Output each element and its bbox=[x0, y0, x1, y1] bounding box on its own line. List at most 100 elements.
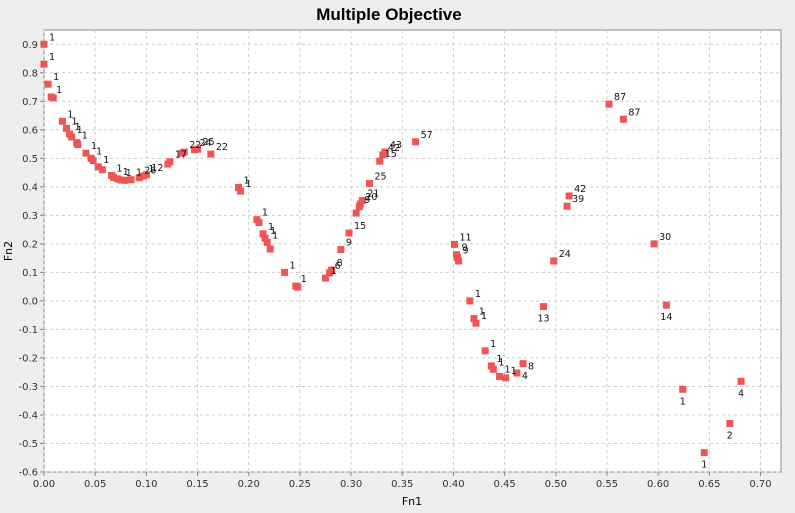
point-label: 1 bbox=[56, 85, 62, 96]
data-point[interactable] bbox=[502, 374, 510, 382]
data-point[interactable] bbox=[266, 245, 274, 253]
data-point[interactable] bbox=[650, 240, 658, 248]
point-label: 22 bbox=[189, 140, 201, 151]
point-label: 17 bbox=[175, 150, 187, 161]
point-label: 8 bbox=[528, 362, 534, 373]
data-point[interactable] bbox=[455, 257, 463, 265]
data-point[interactable] bbox=[726, 420, 734, 428]
data-point[interactable] bbox=[450, 240, 458, 248]
data-point[interactable] bbox=[366, 179, 374, 187]
point-label: 1 bbox=[262, 208, 268, 219]
grid-lines bbox=[43, 30, 781, 473]
y-tick-label: -0.2 bbox=[18, 353, 38, 364]
y-tick-label: 0.5 bbox=[22, 154, 38, 165]
data-point[interactable] bbox=[281, 268, 289, 276]
x-tick-label: 0.25 bbox=[289, 479, 311, 490]
data-point[interactable] bbox=[619, 115, 627, 123]
data-point[interactable] bbox=[565, 192, 573, 200]
data-point[interactable] bbox=[127, 176, 135, 184]
point-label: 1 bbox=[490, 339, 496, 350]
data-point[interactable] bbox=[74, 141, 82, 149]
data-point[interactable] bbox=[261, 234, 269, 242]
point-label: 1 bbox=[701, 460, 707, 471]
data-point[interactable] bbox=[540, 303, 548, 311]
data-point[interactable] bbox=[234, 183, 242, 191]
plot-area[interactable] bbox=[43, 29, 782, 473]
data-point[interactable] bbox=[328, 266, 336, 274]
data-point[interactable] bbox=[98, 166, 106, 174]
y-tick-label: -0.5 bbox=[18, 439, 38, 450]
data-point[interactable] bbox=[321, 274, 329, 282]
point-label: 1 bbox=[49, 32, 55, 43]
data-point[interactable] bbox=[110, 173, 118, 181]
data-point[interactable] bbox=[550, 257, 558, 265]
data-point[interactable] bbox=[194, 145, 202, 153]
data-point[interactable] bbox=[263, 238, 271, 246]
data-point[interactable] bbox=[63, 124, 71, 132]
data-point[interactable] bbox=[352, 209, 360, 217]
point-label: 1 bbox=[270, 226, 276, 237]
data-point[interactable] bbox=[44, 80, 52, 88]
point-label: 1 bbox=[680, 396, 686, 407]
data-point[interactable] bbox=[135, 174, 143, 182]
data-point[interactable] bbox=[513, 369, 521, 377]
point-label: 6 bbox=[335, 261, 341, 272]
data-point[interactable] bbox=[40, 40, 48, 48]
point-label: 1 bbox=[117, 163, 123, 174]
data-point[interactable] bbox=[68, 133, 76, 141]
data-point[interactable] bbox=[166, 158, 174, 166]
y-tick-label: 0.8 bbox=[22, 68, 38, 79]
data-point[interactable] bbox=[563, 202, 571, 210]
data-point[interactable] bbox=[519, 360, 527, 368]
data-point[interactable] bbox=[376, 157, 384, 165]
data-point[interactable] bbox=[40, 60, 48, 68]
data-point[interactable] bbox=[94, 163, 102, 171]
y-tick-label: -0.1 bbox=[18, 325, 38, 336]
data-point[interactable] bbox=[207, 150, 215, 158]
y-tick-label: 0.4 bbox=[22, 182, 38, 193]
data-point[interactable] bbox=[58, 117, 66, 125]
data-point[interactable] bbox=[345, 229, 353, 237]
point-label: 1 bbox=[123, 167, 129, 178]
data-point[interactable] bbox=[481, 347, 489, 355]
data-point[interactable] bbox=[496, 372, 504, 380]
data-point[interactable] bbox=[412, 138, 420, 146]
data-point[interactable] bbox=[294, 283, 302, 291]
data-point[interactable] bbox=[117, 176, 125, 184]
data-point[interactable] bbox=[142, 171, 150, 179]
data-point[interactable] bbox=[259, 230, 267, 238]
x-tick-label: 0.55 bbox=[596, 479, 618, 490]
x-tick-label: 0.45 bbox=[493, 479, 515, 490]
data-point[interactable] bbox=[381, 148, 389, 156]
data-point[interactable] bbox=[49, 94, 57, 102]
data-point[interactable] bbox=[180, 148, 188, 156]
y-tick-label: 0.2 bbox=[22, 239, 38, 250]
data-point[interactable] bbox=[358, 197, 366, 205]
data-point[interactable] bbox=[472, 319, 480, 327]
point-label: 1 bbox=[511, 366, 517, 377]
x-tick-label: 0.65 bbox=[698, 479, 720, 490]
point-label: 87 bbox=[628, 107, 640, 118]
y-tick-label: 0.6 bbox=[22, 125, 38, 136]
data-point[interactable] bbox=[700, 449, 708, 457]
point-label: 25 bbox=[203, 137, 215, 148]
data-point[interactable] bbox=[255, 218, 263, 226]
data-point[interactable] bbox=[89, 157, 97, 165]
point-label: 25 bbox=[375, 171, 387, 182]
data-point[interactable] bbox=[121, 176, 129, 184]
point-label: 1 bbox=[72, 116, 78, 127]
data-point[interactable] bbox=[662, 301, 670, 309]
data-point[interactable] bbox=[237, 187, 245, 195]
data-point[interactable] bbox=[605, 100, 613, 108]
data-point[interactable] bbox=[466, 297, 474, 305]
point-label: 1 bbox=[498, 357, 504, 368]
point-label: 43 bbox=[390, 140, 402, 151]
point-label: 11 bbox=[459, 232, 471, 243]
data-point[interactable] bbox=[82, 149, 90, 157]
data-point[interactable] bbox=[679, 385, 687, 393]
data-point[interactable] bbox=[737, 377, 745, 385]
data-point[interactable] bbox=[489, 365, 497, 373]
point-label: 1 bbox=[481, 311, 487, 322]
data-point[interactable] bbox=[337, 246, 345, 254]
data-point[interactable] bbox=[470, 315, 478, 323]
